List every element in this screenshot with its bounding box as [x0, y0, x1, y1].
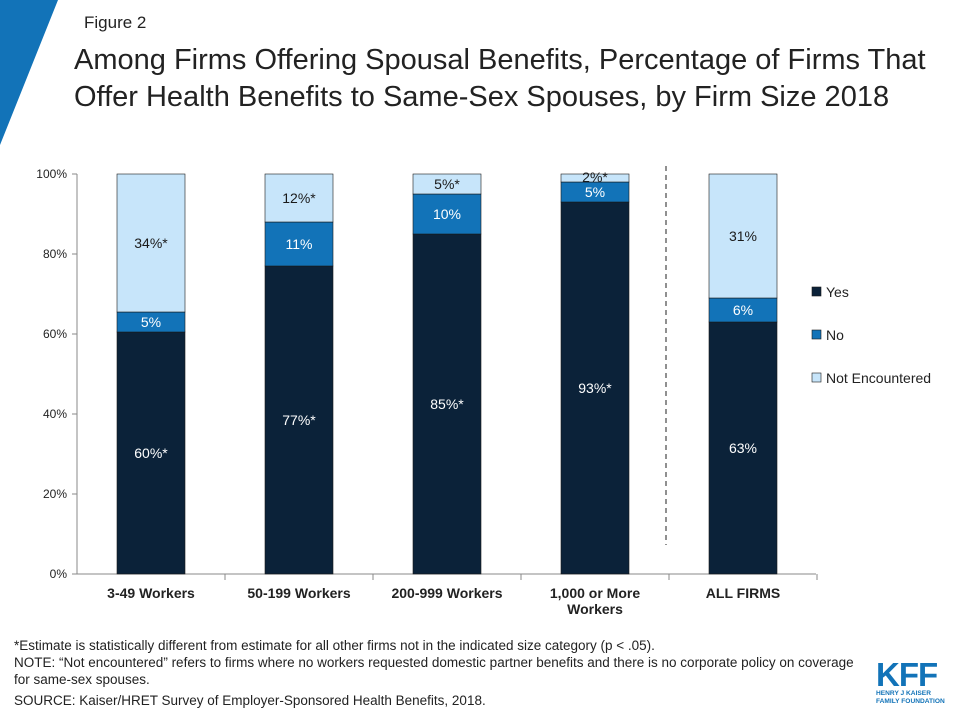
y-tick-label: 100% [36, 167, 67, 181]
legend-swatch-yes [811, 286, 822, 297]
bar-segment-yes [264, 265, 334, 575]
data-label-yes: 77%* [282, 412, 316, 428]
y-tick-label: 60% [43, 327, 67, 341]
data-label-no: 6% [733, 302, 753, 318]
legend-label-yes: Yes [826, 284, 849, 300]
asterisk-note: *Estimate is statistically different fro… [14, 638, 655, 653]
bar-segment-no [412, 193, 482, 235]
bar-segment-not_encountered [412, 173, 482, 195]
logo-mark: KFF [876, 656, 938, 693]
data-label-not_encountered: 31% [729, 228, 757, 244]
bar-segment-not_encountered [708, 173, 778, 299]
data-label-not_encountered: 5%* [434, 176, 460, 192]
data-label-yes: 60%* [134, 445, 168, 461]
bar-segment-no [708, 297, 778, 323]
y-tick-label: 40% [43, 407, 67, 421]
legend-swatch-not_encountered [811, 372, 822, 383]
kff-logo: KFF HENRY J KAISER FAMILY FOUNDATION [876, 656, 956, 706]
x-tick-label: 200-999 Workers [391, 585, 502, 601]
x-tick-label: 1,000 or More Workers [550, 585, 640, 617]
legend-swatch-no [811, 329, 822, 340]
data-label-no: 11% [286, 236, 313, 252]
y-tick-label: 0% [50, 567, 68, 581]
corner-accent [0, 0, 58, 145]
data-label-not_encountered: 2%* [582, 169, 608, 185]
logo-line-1: HENRY J KAISER [876, 690, 931, 697]
legend-label-no: No [826, 327, 844, 343]
footnotes: *Estimate is statistically different fro… [14, 637, 864, 709]
stacked-bar-chart: 0% 20% 40% 60% 80% 100% 60%* 5% 34%* 3-49 Workers… [36, 166, 931, 617]
data-label-no: 5% [585, 184, 605, 200]
data-label-no: 5% [141, 314, 161, 330]
definition-note: NOTE: “Not encountered” refers to firms … [14, 655, 854, 687]
y-tick-label: 20% [43, 487, 67, 501]
data-label-no: 10% [433, 206, 461, 222]
bar-segment-yes [560, 201, 630, 575]
y-tick-label: 80% [43, 247, 67, 261]
data-label-yes: 85%* [430, 396, 464, 412]
bar-segment-not_encountered [264, 173, 334, 223]
data-label-not_encountered: 34%* [134, 235, 168, 251]
data-label-not_encountered: 12%* [282, 190, 316, 206]
data-label-yes: 93%* [578, 380, 612, 396]
figure-label: Figure 2 [84, 13, 147, 32]
legend-label-not_encountered: Not Encountered [826, 370, 931, 386]
x-tick-label: 3-49 Workers [107, 585, 195, 601]
chart-title: Among Firms Offering Spousal Benefits, P… [74, 44, 926, 113]
data-label-yes: 63% [729, 440, 757, 456]
bar-segment-yes [412, 233, 482, 575]
x-tick-label: ALL FIRMS [706, 585, 780, 601]
bar-segment-not_encountered [560, 173, 630, 183]
bar-segment-yes [708, 321, 778, 575]
source-note: SOURCE: Kaiser/HRET Survey of Employer-S… [14, 693, 486, 708]
logo-line-2: FAMILY FOUNDATION [876, 698, 945, 705]
bar-segment-not_encountered [116, 173, 186, 313]
x-tick-label: 50-199 Workers [247, 585, 350, 601]
